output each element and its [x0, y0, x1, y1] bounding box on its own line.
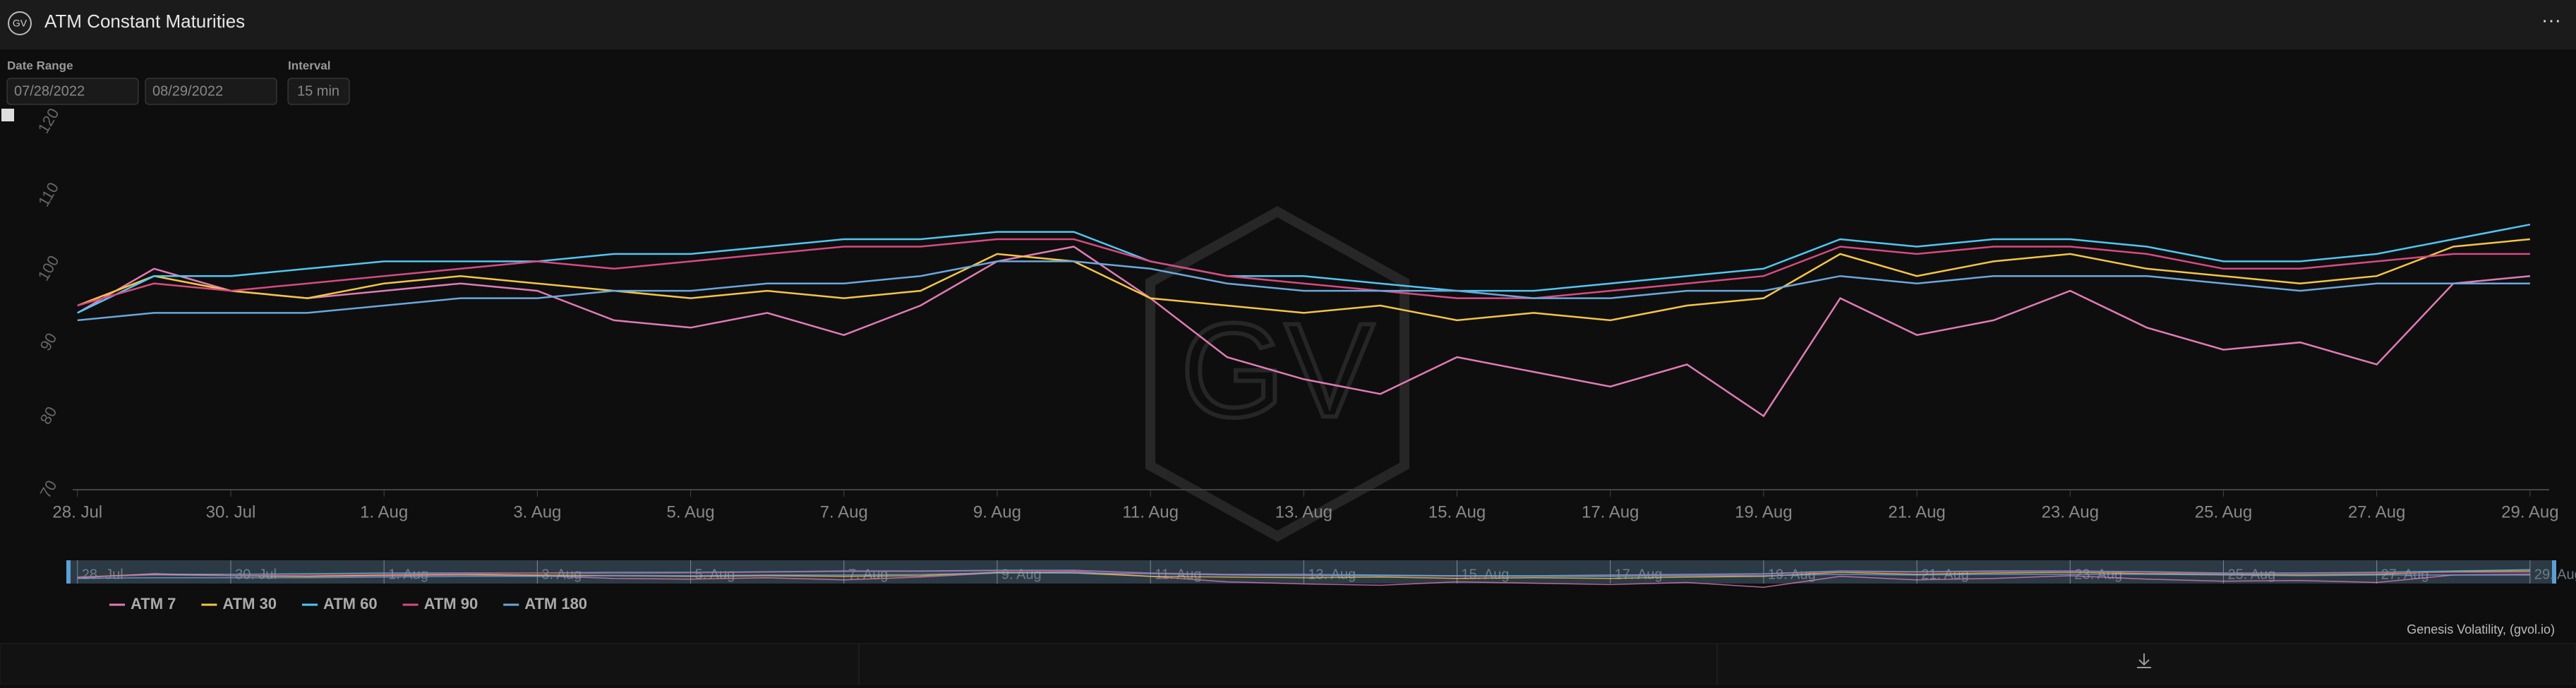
credit: Genesis Volatility, (gvol.io)	[2407, 622, 2555, 636]
title: ATM Constant Maturities	[44, 11, 245, 32]
logo	[8, 11, 32, 35]
y-tick-label: 90	[37, 330, 61, 354]
legend-label[interactable]: ATM 90	[424, 595, 479, 612]
legend-label[interactable]: ATM 7	[131, 595, 176, 612]
y-tick-label: 100	[35, 253, 63, 284]
x-tick-label: 9. Aug	[973, 502, 1021, 521]
navigator-tick-label: 28. Jul	[82, 567, 124, 582]
legend-item[interactable]: ATM 30	[201, 595, 277, 612]
watermark: GV	[1145, 205, 1409, 543]
interval[interactable]: 15 min	[297, 83, 339, 99]
x-tick-label: 29. Aug	[2501, 502, 2558, 521]
x-tick-label: 13. Aug	[1275, 502, 1332, 521]
navigator-tick-label: 29. Aug	[2534, 567, 2576, 582]
interval-label: Interval	[288, 59, 330, 72]
y-tick-label: 120	[35, 105, 63, 136]
x-tick-label: 15. Aug	[1428, 502, 1486, 521]
series-line	[77, 238, 2531, 322]
menu[interactable]: ···	[2541, 8, 2561, 30]
footer-bar	[0, 643, 2576, 685]
navigator-line	[77, 570, 2530, 578]
logo-text: GV	[13, 18, 28, 29]
series-line	[77, 260, 2530, 322]
navigator-tick-label: 3. Aug	[541, 567, 582, 582]
series-line	[77, 238, 2530, 307]
end-input[interactable]	[145, 78, 277, 105]
end-date[interactable]: 08/29/2022	[152, 83, 223, 99]
x-tick-label: 28. Jul	[52, 502, 102, 521]
date-range-label: Date Range	[7, 59, 73, 72]
navigator-tick-label: 15. Aug	[1462, 567, 1510, 582]
start-input[interactable]	[6, 78, 139, 105]
x-tick-label: 21. Aug	[1888, 502, 1945, 521]
navigator-handle-right[interactable]	[2552, 560, 2556, 584]
watermark-hex	[1145, 205, 1409, 543]
x-tick-label: 17. Aug	[1582, 502, 1639, 521]
y-tick-label: 70	[37, 477, 61, 501]
legend-item[interactable]: ATM 60	[301, 595, 378, 612]
legend-item[interactable]: ATM 180	[503, 595, 587, 612]
x-tick-label: 19. Aug	[1735, 502, 1792, 521]
interval-button[interactable]	[287, 78, 350, 105]
x-tick-label: 7. Aug	[820, 502, 868, 521]
series-line	[77, 246, 2531, 418]
y-tick-label: 80	[37, 404, 61, 428]
legend-label[interactable]: ATM 180	[524, 595, 587, 612]
start-date[interactable]: 07/28/2022	[14, 83, 85, 99]
header-bar	[0, 0, 2576, 49]
download-icon[interactable]	[2137, 653, 2151, 668]
navigator-handle-left[interactable]	[66, 560, 71, 584]
watermark-text: GV	[1181, 296, 1375, 445]
navigator-tick-label: 9. Aug	[1001, 567, 1042, 582]
legend-label[interactable]: ATM 30	[222, 595, 277, 612]
x-tick-label: 30. Jul	[206, 502, 256, 521]
reset-zoom[interactable]	[1, 109, 14, 121]
x-tick-label: 3. Aug	[513, 502, 561, 521]
navigator-tick-label: 5. Aug	[695, 567, 735, 582]
x-tick-label: 23. Aug	[2042, 502, 2099, 521]
x-tick-label: 25. Aug	[2195, 502, 2252, 521]
navigator-line	[77, 571, 2530, 589]
series-line	[77, 223, 2531, 314]
navigator-line	[77, 570, 2530, 579]
legend-item[interactable]: ATM 90	[402, 595, 479, 612]
navigator-line	[77, 572, 2530, 579]
x-tick-label: 5. Aug	[667, 502, 715, 521]
y-tick-label: 110	[35, 179, 62, 210]
legend-item[interactable]: ATM 7	[109, 595, 176, 612]
legend-label[interactable]: ATM 60	[323, 595, 378, 612]
x-tick-label: 11. Aug	[1122, 502, 1179, 521]
x-tick-label: 27. Aug	[2348, 502, 2405, 521]
x-tick-label: 1. Aug	[360, 502, 408, 521]
